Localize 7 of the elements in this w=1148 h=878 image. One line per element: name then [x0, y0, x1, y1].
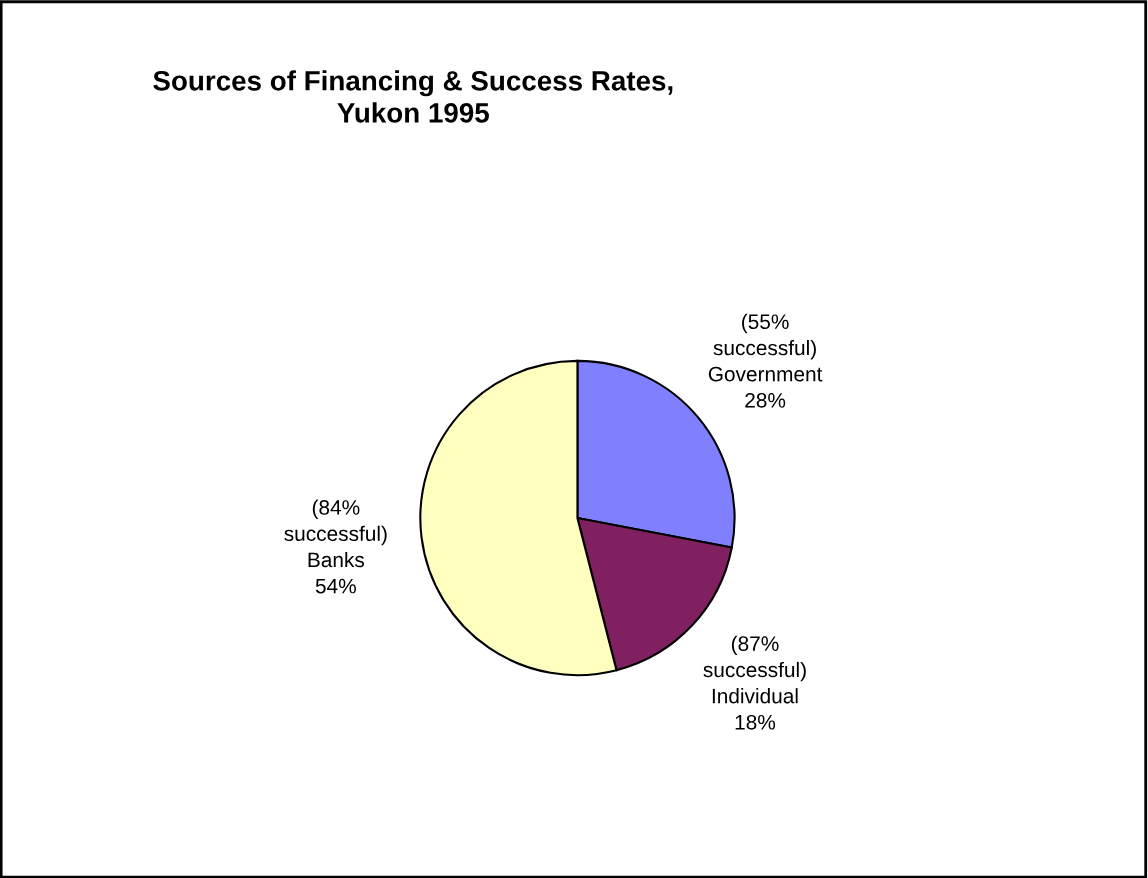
slice-label: (84% successful) Banks [284, 499, 387, 568]
slice-label: (55% successful) Government [708, 313, 823, 382]
data-label: 54% [315, 578, 356, 594]
data-label: 18% [735, 714, 776, 730]
chart-title: Sources of Financing & Success Rates, Yukon 1995 [153, 70, 673, 123]
slice-label: (87% successful) Individual [703, 635, 806, 704]
data-label: 28% [745, 392, 786, 408]
